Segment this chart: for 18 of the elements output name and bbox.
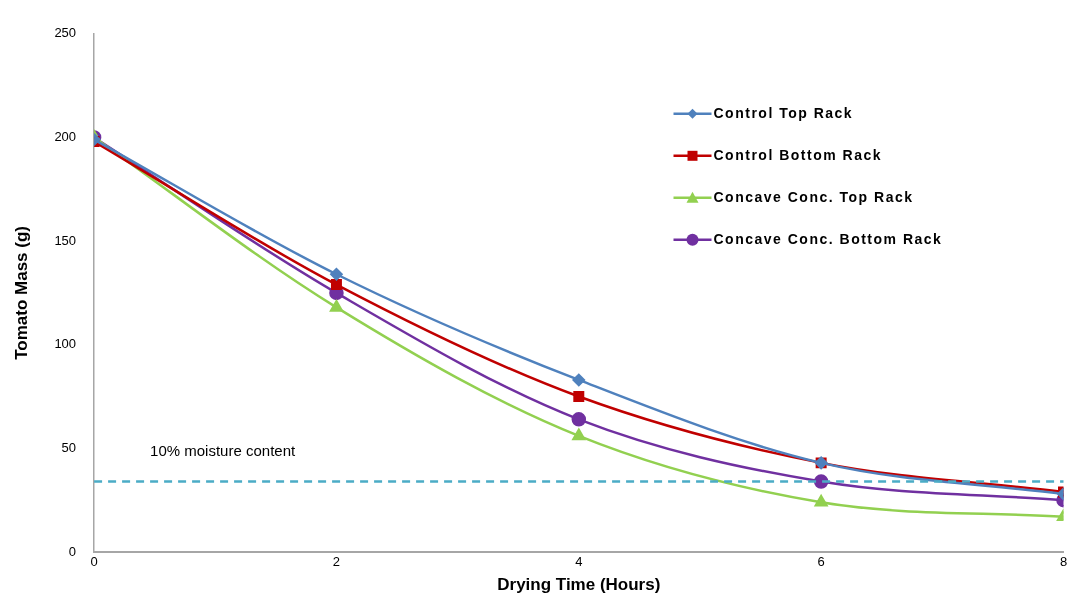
- x-tick-label: 4: [575, 554, 583, 570]
- x-tick-label: 6: [817, 554, 825, 570]
- x-tick-label: 2: [332, 554, 341, 570]
- x-tick-label: 0: [90, 554, 98, 570]
- legend-label: Concave Conc. Top Rack: [713, 188, 914, 205]
- y-tick-label: 200: [54, 129, 77, 145]
- legend-label: Control Top Rack: [713, 104, 854, 121]
- legend-label: Control Bottom Rack: [713, 146, 882, 163]
- y-tick-label: 100: [54, 336, 77, 352]
- x-tick-label: 8: [1059, 554, 1068, 570]
- y-tick-label: 250: [54, 25, 77, 41]
- x-axis-title: Drying Time (Hours): [497, 575, 661, 595]
- y-axis-title: Tomato Mass (g): [11, 225, 31, 360]
- legend-label: Concave Conc. Bottom Rack: [713, 230, 943, 247]
- ref-line-label: 10% moisture content: [150, 442, 296, 460]
- y-tick-label: 150: [54, 232, 77, 248]
- y-tick-label: 50: [61, 439, 77, 455]
- y-tick-label: 0: [68, 543, 77, 559]
